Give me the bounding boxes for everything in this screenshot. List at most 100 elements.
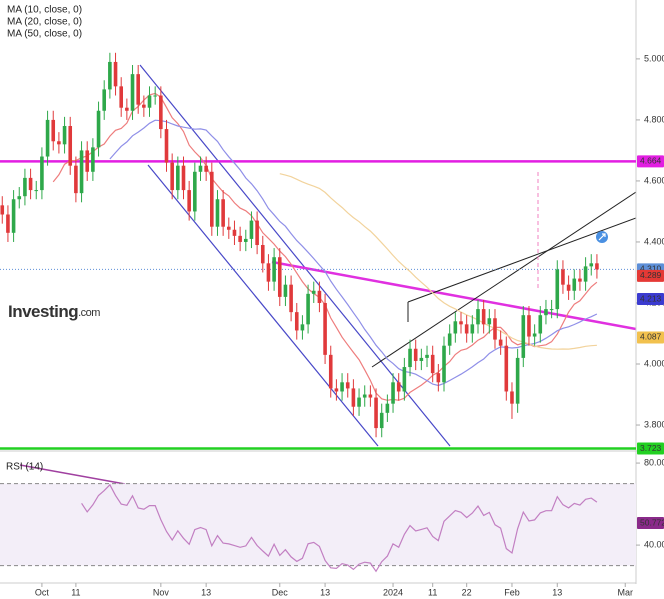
price-label-box [637,269,664,282]
candle-body [385,403,390,413]
candle-body [538,315,543,334]
y-tick-label: 40.0000 [644,539,664,549]
candle-body [40,156,44,191]
candle-body [549,309,554,311]
candle-body [266,263,271,282]
x-tick-label: 13 [201,587,211,597]
candle-body [476,309,480,325]
candle-body [510,391,514,404]
candle-body [555,269,560,310]
candle-body [340,382,344,392]
candle-body [408,348,412,368]
x-tick-label: 13 [320,587,330,597]
candle-body [181,165,186,191]
candle-body [583,266,588,282]
candle-body [300,324,305,331]
candle-body [544,309,548,316]
candle-body [436,373,441,383]
moving-average [279,173,597,350]
candle-body [374,397,378,429]
y-tick-label: 4.000 [644,358,664,368]
x-tick-label: Feb [504,587,520,597]
candle-body [232,229,237,236]
candle-body [130,74,135,111]
candle-body [147,95,152,108]
candle-body [379,412,384,429]
candle-body [328,354,333,389]
candle-body [51,119,56,142]
candle-body [487,318,492,325]
y-tick-label: 80.0000 [644,457,664,467]
candle-body [23,177,27,197]
candle-body [430,354,435,374]
candle-body [74,165,78,194]
candle-body [34,190,39,192]
candle-body [453,321,458,334]
candle-body [459,321,463,325]
logo-text: Investing [8,302,78,321]
x-tick-label: 22 [462,587,472,597]
y-tick-label: 3.800 [644,419,664,429]
candle-body [170,162,174,191]
candle-body [572,278,577,291]
candle-body [102,89,107,111]
candle-body [566,284,571,291]
candle-body [515,357,520,404]
candle-body [198,165,203,172]
candle-body [108,61,112,90]
trend-line [271,260,637,331]
moving-average [109,119,598,387]
y-tick-label: 5.000 [644,53,664,63]
candle-body [595,263,599,270]
candle-body [311,290,316,294]
rsi-label: RSI (14) [6,462,43,473]
y-tick-label: 4.400 [644,236,664,246]
candle-body [498,339,503,346]
event-icon-arrow [598,233,606,241]
rsi-line [81,483,598,573]
candle-body [176,165,180,191]
price-label: 3.723 [640,443,662,453]
candle-body [402,367,407,392]
candle-body [210,171,214,227]
candle-body [159,95,163,130]
candle-body [119,86,123,108]
trend-line [407,217,637,303]
candle-body [113,61,118,87]
candle-body [362,394,367,398]
candle-body [164,129,169,163]
candle-body [136,74,140,105]
candle-body [317,290,322,303]
candle-body [470,324,475,334]
candle-body [419,357,424,361]
price-label-box [637,442,664,455]
candle-body [96,110,101,148]
candle-body [238,235,242,242]
candle-body [561,269,565,285]
candle-body [260,245,265,264]
candle-body [277,257,282,297]
channel-line [147,164,379,447]
logo-suffix: .com [78,307,100,319]
x-tick-label: Nov [153,587,170,597]
legend-entry: MA (10, close, 0) [7,5,82,16]
rsi-band [0,483,636,566]
candle-body [6,214,10,233]
candle-body [391,382,395,404]
candle-body [464,324,469,334]
candle-body [589,263,594,267]
candle-body [142,104,146,108]
y-tick-label: 4.800 [644,114,664,124]
candle-body [289,284,293,313]
candle-body [91,147,95,172]
candle-body [255,220,259,246]
price-label: 4.213 [640,293,662,303]
candle-body [272,257,276,282]
candle-body [187,190,191,212]
candle-body [17,196,22,200]
price-label-box [637,517,664,530]
candle-body [28,177,33,191]
candle-body [193,171,197,212]
price-label-box [637,331,664,344]
